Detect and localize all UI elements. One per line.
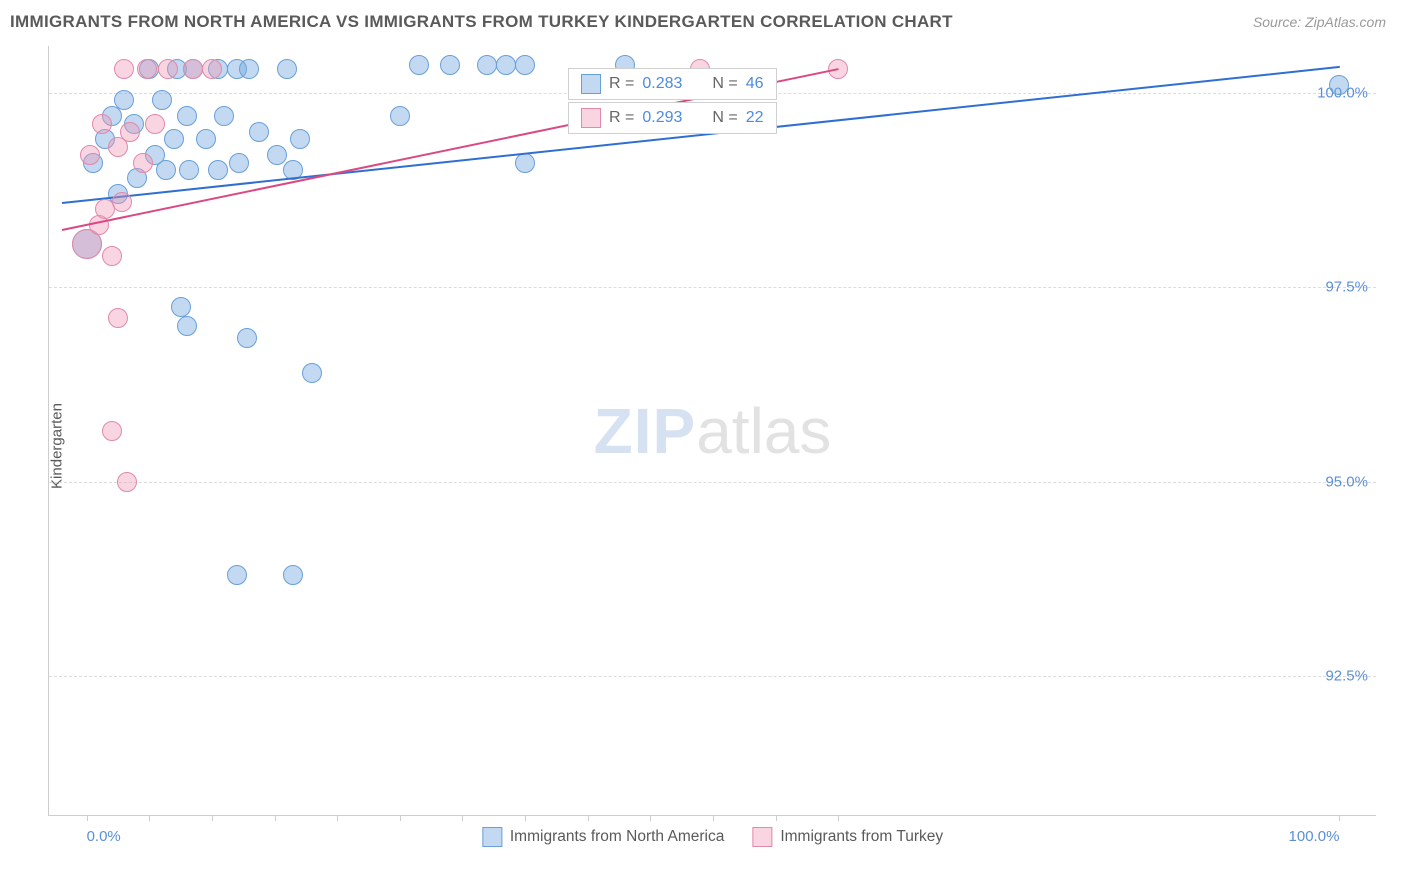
scatter-point [114, 59, 134, 79]
scatter-point [477, 55, 497, 75]
scatter-point [179, 160, 199, 180]
x-tick [776, 815, 777, 821]
r-label: R = [609, 109, 634, 127]
n-label: N = [712, 75, 737, 93]
scatter-point [214, 106, 234, 126]
x-tick [212, 815, 213, 821]
legend-item: Immigrants from Turkey [752, 827, 943, 847]
scatter-point [92, 114, 112, 134]
scatter-point [108, 308, 128, 328]
x-tick [337, 815, 338, 821]
scatter-point [114, 90, 134, 110]
r-value: 0.283 [642, 75, 682, 93]
x-tick [275, 815, 276, 821]
scatter-point [440, 55, 460, 75]
scatter-point [249, 122, 269, 142]
legend-swatch [581, 74, 601, 94]
source-label: Source: ZipAtlas.com [1253, 14, 1386, 30]
scatter-point [102, 246, 122, 266]
y-tick-label: 95.0% [1325, 473, 1368, 490]
r-label: R = [609, 75, 634, 93]
chart-title: IMMIGRANTS FROM NORTH AMERICA VS IMMIGRA… [10, 12, 953, 32]
x-tick [1339, 815, 1340, 821]
legend-swatch [752, 827, 772, 847]
scatter-point [208, 160, 228, 180]
bottom-legend: Immigrants from North America Immigrants … [482, 827, 943, 847]
scatter-point [133, 153, 153, 173]
gridline [49, 482, 1376, 483]
scatter-point [227, 565, 247, 585]
scatter-point [112, 192, 132, 212]
x-tick [713, 815, 714, 821]
n-value: 22 [746, 109, 764, 127]
x-tick [149, 815, 150, 821]
x-tick-label: 100.0% [1289, 828, 1340, 845]
scatter-point [409, 55, 429, 75]
scatter-point [137, 59, 157, 79]
scatter-point [390, 106, 410, 126]
scatter-point [290, 129, 310, 149]
legend-label: Immigrants from North America [510, 828, 724, 846]
y-tick-label: 97.5% [1325, 279, 1368, 296]
x-tick [838, 815, 839, 821]
y-tick-label: 92.5% [1325, 668, 1368, 685]
gridline [49, 287, 1376, 288]
scatter-point [196, 129, 216, 149]
x-tick [87, 815, 88, 821]
scatter-point [177, 106, 197, 126]
scatter-point [267, 145, 287, 165]
legend-swatch [482, 827, 502, 847]
scatter-point [117, 472, 137, 492]
scatter-point [145, 114, 165, 134]
x-tick-label: 0.0% [87, 828, 121, 845]
n-label: N = [712, 109, 737, 127]
scatter-point [239, 59, 259, 79]
scatter-point [102, 421, 122, 441]
x-tick [525, 815, 526, 821]
x-tick [400, 815, 401, 821]
scatter-point [202, 59, 222, 79]
legend-swatch [581, 108, 601, 128]
scatter-point [177, 316, 197, 336]
scatter-point [515, 55, 535, 75]
legend-item: Immigrants from North America [482, 827, 724, 847]
watermark-zip: ZIP [594, 395, 697, 467]
scatter-point [158, 59, 178, 79]
scatter-point [164, 129, 184, 149]
gridline [49, 676, 1376, 677]
x-tick [650, 815, 651, 821]
scatter-point [277, 59, 297, 79]
watermark-atlas: atlas [696, 395, 831, 467]
scatter-point [496, 55, 516, 75]
scatter-point [171, 297, 191, 317]
plot-area: ZIPatlas Immigrants from North AmericaIm… [48, 46, 1376, 816]
scatter-point [237, 328, 257, 348]
stats-legend: R = 0.283 N = 46 [568, 68, 777, 100]
x-tick [588, 815, 589, 821]
watermark: ZIPatlas [594, 394, 832, 468]
scatter-point [80, 145, 100, 165]
r-value: 0.293 [642, 109, 682, 127]
scatter-point [283, 565, 303, 585]
legend-label: Immigrants from Turkey [780, 828, 943, 846]
n-value: 46 [746, 75, 764, 93]
scatter-point [229, 153, 249, 173]
stats-legend: R = 0.293 N = 22 [568, 102, 777, 134]
scatter-point [152, 90, 172, 110]
scatter-point [515, 153, 535, 173]
scatter-point [120, 122, 140, 142]
scatter-point [156, 160, 176, 180]
scatter-point [1329, 75, 1349, 95]
x-tick [462, 815, 463, 821]
scatter-point [302, 363, 322, 383]
scatter-point [183, 59, 203, 79]
